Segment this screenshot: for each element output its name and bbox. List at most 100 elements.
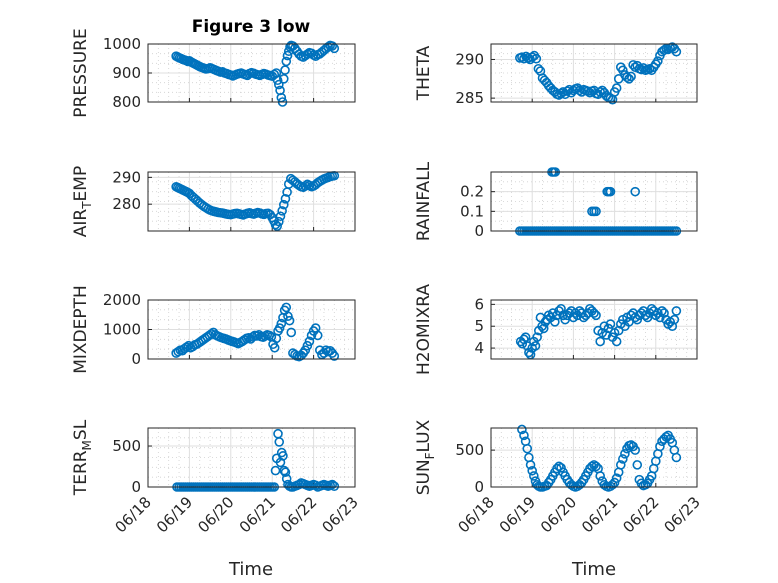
y-tick-label: 0	[131, 478, 141, 496]
data-point	[589, 308, 599, 318]
data-point	[525, 460, 536, 470]
y-tick-label: 4	[474, 339, 484, 357]
data-point	[302, 340, 313, 351]
y-tick-label: 2000	[103, 291, 141, 309]
data-point	[272, 75, 283, 86]
data-point	[605, 319, 616, 329]
data-point	[587, 461, 597, 472]
data-point	[284, 315, 295, 326]
y-tick-label: 1000	[103, 35, 141, 53]
data-point	[327, 479, 338, 490]
data-point	[304, 180, 315, 191]
data-point	[591, 310, 601, 321]
data-point	[304, 336, 315, 347]
data-point	[280, 194, 291, 204]
y-axis-label: SUNFLUX	[414, 419, 437, 495]
axes-frame	[147, 427, 356, 488]
subplot-mixdepth: 0 1000 2000 MIXDEPTH	[71, 285, 356, 374]
data-point	[280, 65, 290, 75]
data-point	[181, 342, 192, 353]
data-point	[618, 454, 628, 464]
axes-box	[490, 171, 698, 232]
data-point	[279, 465, 290, 476]
subplot-rainfall: 0 0.10.2 RAINFALL	[414, 161, 698, 241]
data-point	[278, 199, 289, 210]
data-point	[653, 56, 663, 66]
data-point	[532, 332, 542, 342]
x-tick-label: 06/20	[194, 493, 237, 536]
data-point	[529, 471, 539, 481]
data-point	[327, 41, 338, 51]
y-tick-label: 5	[474, 317, 484, 335]
data-point	[278, 74, 289, 84]
x-tick-label: 06/20	[537, 493, 580, 536]
y-tick-label: 285	[455, 89, 484, 107]
y-tick-label: 0	[474, 478, 484, 496]
x-tick-label: 06/22	[277, 493, 320, 536]
data-point	[659, 45, 669, 55]
x-tick-label: 06/23	[661, 493, 704, 536]
data-point	[278, 451, 288, 461]
x-tick-label: 06/19	[153, 493, 196, 536]
data-point	[527, 465, 538, 476]
data-point	[620, 449, 630, 459]
axes-frame	[490, 427, 698, 488]
data-point	[306, 330, 317, 341]
data-point	[274, 79, 284, 90]
data-point	[282, 50, 293, 61]
y-tick-label: 0	[131, 350, 141, 368]
data-point	[274, 216, 284, 227]
data-point	[533, 63, 544, 74]
y-tick-label: 0.1	[460, 202, 484, 220]
data-point	[281, 56, 292, 67]
subplot-grid: 800 900 1000 PRESSURE 285 290 THETA 280 290 AIRTE…	[71, 28, 704, 536]
y-axis-label: PRESSURE	[71, 28, 91, 117]
subplot-sun-flux: 0 500 SUNFLUX 06/1806/1906/2006/2106/2206/2…	[414, 419, 704, 536]
data-point	[520, 332, 531, 342]
data-point	[607, 479, 618, 490]
x-tick-label: 06/18	[112, 493, 155, 536]
data-point	[605, 186, 616, 197]
data-point	[517, 424, 527, 435]
data-point	[517, 52, 527, 62]
y-axis-label: MIXDEPTH	[71, 285, 91, 374]
data-point	[286, 327, 297, 338]
data-point	[630, 186, 641, 197]
data-point	[611, 83, 622, 93]
data-point	[671, 46, 682, 57]
y-tick-label: 280	[112, 195, 141, 213]
data-point	[329, 481, 340, 491]
data-point	[671, 306, 682, 316]
axes-frame	[490, 299, 698, 360]
subplot-theta: 285 290 THETA	[414, 42, 698, 107]
data-point	[283, 311, 293, 322]
data-point	[611, 336, 622, 347]
data-point	[618, 65, 628, 76]
y-tick-label: 500	[112, 437, 141, 455]
data-point	[274, 437, 285, 447]
data-point	[274, 323, 285, 333]
data-point	[669, 314, 680, 325]
data-point	[522, 443, 533, 454]
data-point	[613, 325, 624, 336]
data-point	[595, 336, 605, 347]
x-tick-label: 06/22	[619, 493, 662, 536]
data-point	[519, 430, 529, 441]
data-point	[657, 306, 667, 316]
x-tick-label: 06/21	[236, 493, 279, 536]
x-tick-label: 06/19	[496, 493, 539, 536]
subplot-h2omixra: 4 5 6 H2OMIXRA	[414, 284, 698, 375]
x-axis-label-left: Time	[228, 559, 273, 580]
data-point	[583, 86, 593, 96]
data-point	[300, 345, 311, 355]
data-point	[646, 303, 657, 314]
y-tick-label: 290	[112, 168, 141, 186]
subplot-pressure: 800 900 1000 PRESSURE	[71, 28, 356, 118]
y-axis-label: TERRMSL	[71, 419, 94, 496]
y-tick-label: 900	[112, 64, 141, 82]
y-tick-label: 0.2	[460, 183, 484, 201]
axes-frame	[490, 43, 698, 103]
data-point	[659, 308, 669, 318]
subplot-air-temp: 280 290 AIRTEMP	[71, 166, 356, 237]
